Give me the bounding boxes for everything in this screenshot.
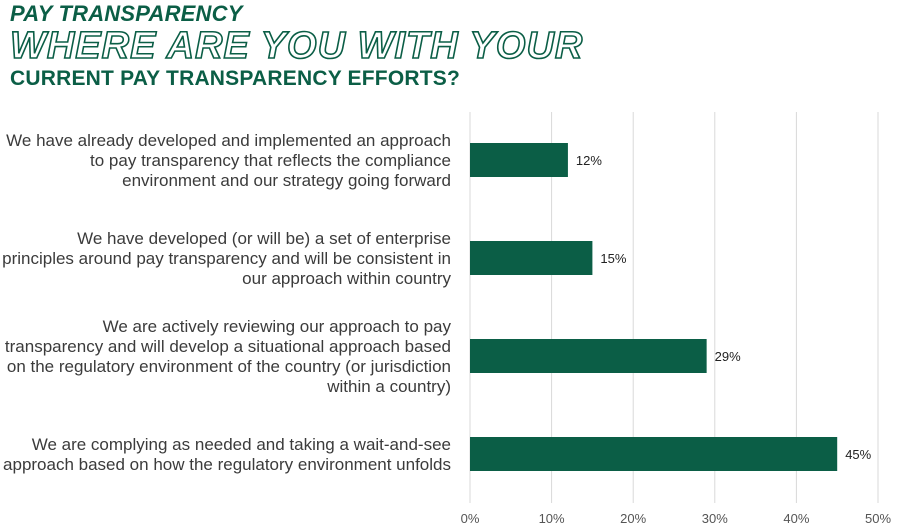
bar-value-label: 12% [576, 153, 602, 168]
subheadline-title: CURRENT PAY TRANSPARENCY EFFORTS? [10, 67, 460, 90]
category-label: We are actively reviewing our approach t… [5, 317, 452, 396]
category-label: We have already developed and implemente… [6, 131, 451, 190]
category-label-line: We are actively reviewing our approach t… [103, 317, 452, 336]
category-label-line: We have already developed and implemente… [6, 131, 451, 150]
bar-value-label: 29% [715, 349, 741, 364]
x-tick-label: 40% [783, 511, 809, 526]
category-label: We are complying as needed and taking a … [3, 435, 451, 474]
category-label-line: our approach within country [242, 269, 451, 288]
bar-value-label: 15% [600, 251, 626, 266]
category-label-line: We have developed (or will be) a set of … [77, 229, 451, 248]
category-label-line: within a country) [326, 377, 451, 396]
category-label-line: environment and our strategy going forwa… [122, 171, 451, 190]
x-tick-label: 0% [461, 511, 480, 526]
bar [470, 339, 707, 373]
category-label-line: to pay transparency that reflects the co… [90, 151, 451, 170]
category-label: We have developed (or will be) a set of … [2, 229, 451, 288]
x-tick-label: 20% [620, 511, 646, 526]
kicker-title: PAY TRANSPARENCY [10, 1, 243, 26]
category-label-line: We are complying as needed and taking a … [32, 435, 451, 454]
headline-title: WHERE ARE YOU WITH YOUR [9, 25, 584, 67]
x-tick-label: 50% [865, 511, 891, 526]
category-label-line: approach based on how the regulatory env… [3, 455, 451, 474]
x-tick-label: 10% [539, 511, 565, 526]
bar [470, 241, 593, 275]
category-label-line: transparency and will develop a situatio… [5, 337, 451, 356]
bar [470, 437, 838, 471]
category-label-line: principles around pay transparency and w… [2, 249, 451, 268]
bar [470, 143, 568, 177]
x-tick-label: 30% [702, 511, 728, 526]
chart-header: PAY TRANSPARENCY WHERE ARE YOU WITH YOUR… [9, 1, 584, 92]
category-label-line: on the regulatory environment of the cou… [7, 357, 451, 376]
bar-value-label: 45% [845, 447, 871, 462]
